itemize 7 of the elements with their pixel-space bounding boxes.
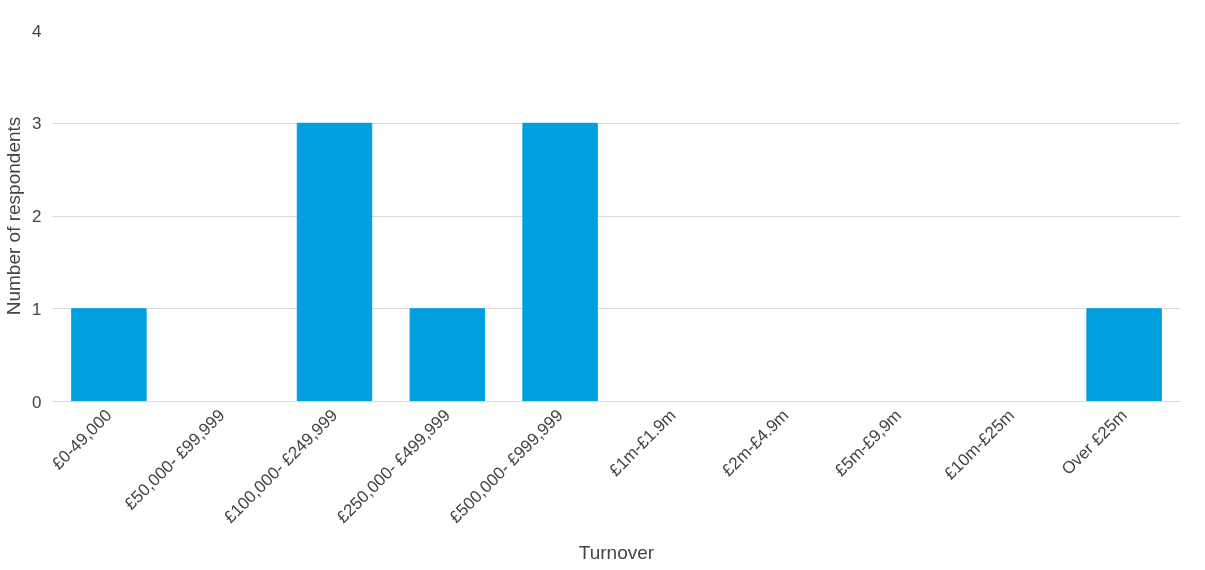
y-tick-label: 3	[32, 114, 42, 134]
y-axis-title: Number of respondents	[3, 116, 25, 316]
x-axis-title: Turnover	[578, 541, 655, 563]
y-tick-label: 1	[32, 299, 42, 319]
y-tick-label: 2	[32, 207, 42, 226]
y-tick-label: 4	[32, 21, 42, 41]
y-tick-label: 0	[32, 392, 42, 412]
